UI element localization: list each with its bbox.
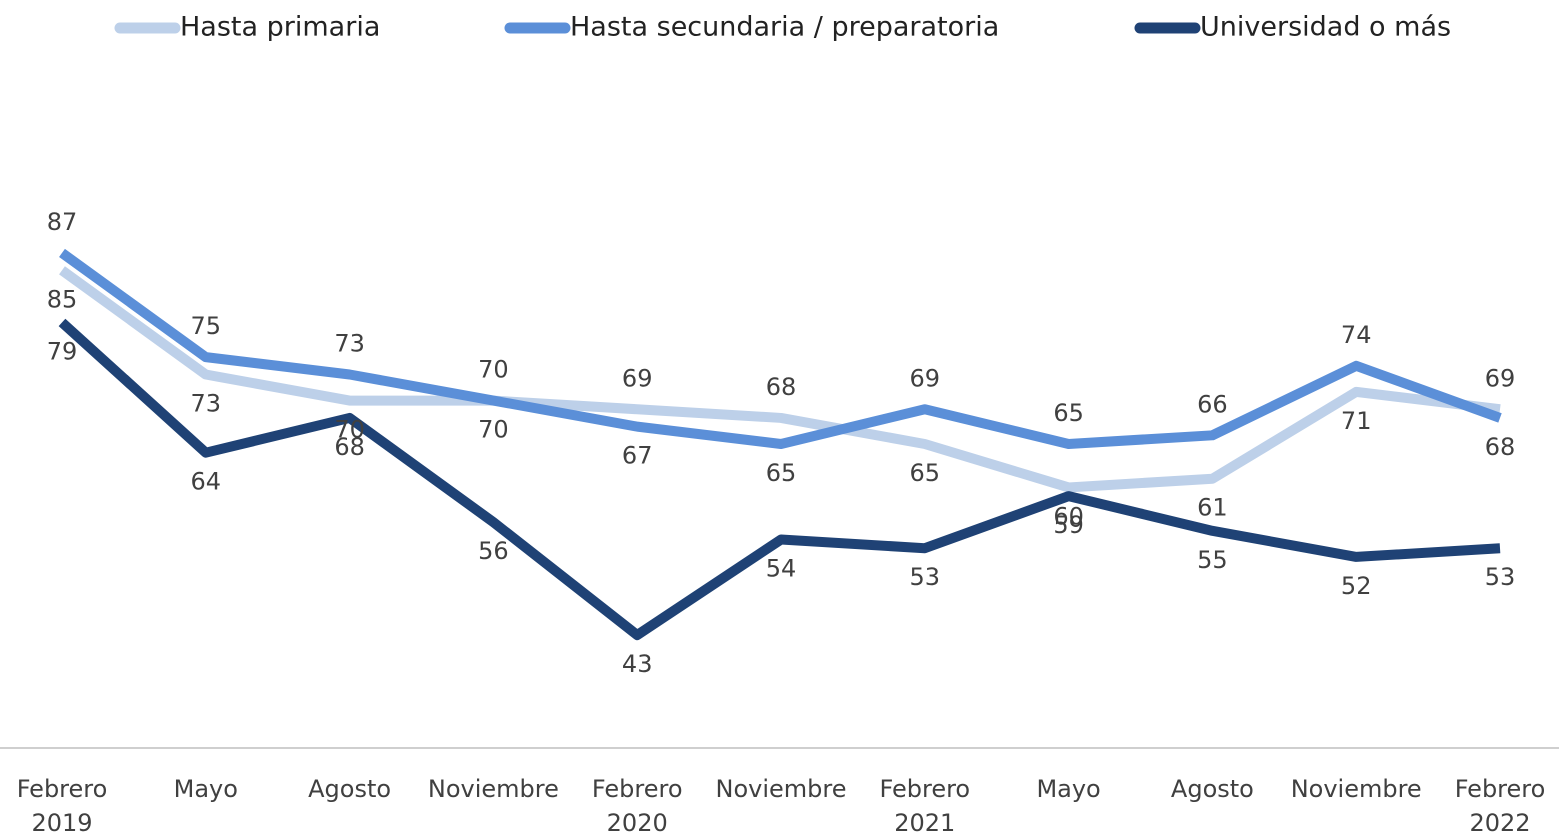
data-label: 68 [1485, 433, 1516, 461]
data-label: 64 [191, 468, 222, 496]
x-tick-label: Febrero 2019 [17, 775, 108, 837]
x-tick-label: Febrero 2020 [592, 775, 683, 837]
data-label: 87 [47, 208, 78, 236]
data-label: 53 [910, 563, 941, 591]
data-label: 67 [622, 442, 653, 470]
data-label: 59 [1053, 511, 1084, 539]
data-label: 70 [478, 416, 509, 444]
data-label: 70 [478, 356, 509, 384]
legend-label: Universidad o más [1200, 12, 1451, 43]
data-label: 85 [47, 285, 78, 313]
data-label: 43 [622, 650, 653, 678]
x-tick-label: Agosto [1171, 775, 1254, 803]
series-line [59, 266, 1501, 493]
data-label: 55 [1197, 546, 1228, 574]
data-label: 52 [1341, 572, 1372, 600]
data-label: 65 [910, 459, 941, 487]
x-tick-label: Mayo [1036, 775, 1100, 803]
data-label: 54 [766, 555, 797, 583]
x-tick-label: Mayo [174, 775, 238, 803]
legend-label: Hasta primaria [180, 12, 380, 43]
data-label: 79 [47, 337, 78, 365]
data-label: 61 [1197, 494, 1228, 522]
data-label: 70 [334, 416, 365, 444]
data-label: 65 [1053, 399, 1084, 427]
x-tick-label: Febrero 2022 [1455, 775, 1546, 837]
x-tick-label: Noviembre [428, 775, 559, 803]
data-label: 71 [1341, 407, 1372, 435]
data-label: 65 [766, 459, 797, 487]
data-label: 74 [1341, 321, 1372, 349]
data-label: 69 [910, 364, 941, 392]
data-label: 68 [766, 373, 797, 401]
data-label: 66 [1197, 390, 1228, 418]
x-tick-label: Noviembre [716, 775, 847, 803]
x-tick-label: Febrero 2021 [879, 775, 970, 837]
data-label: 69 [622, 364, 653, 392]
series-line [58, 318, 1501, 641]
data-label: 53 [1485, 563, 1516, 591]
data-label: 68 [334, 433, 365, 461]
x-tick-label: Noviembre [1291, 775, 1422, 803]
data-label: 73 [191, 390, 222, 418]
data-label: 56 [478, 537, 509, 565]
data-label: 69 [1485, 364, 1516, 392]
data-label: 60 [1053, 502, 1084, 530]
legend-label: Hasta secundaria / preparatoria [570, 12, 999, 43]
data-label: 75 [191, 312, 222, 340]
series-line [59, 248, 1502, 449]
x-tick-label: Agosto [308, 775, 391, 803]
data-label: 73 [334, 330, 365, 358]
